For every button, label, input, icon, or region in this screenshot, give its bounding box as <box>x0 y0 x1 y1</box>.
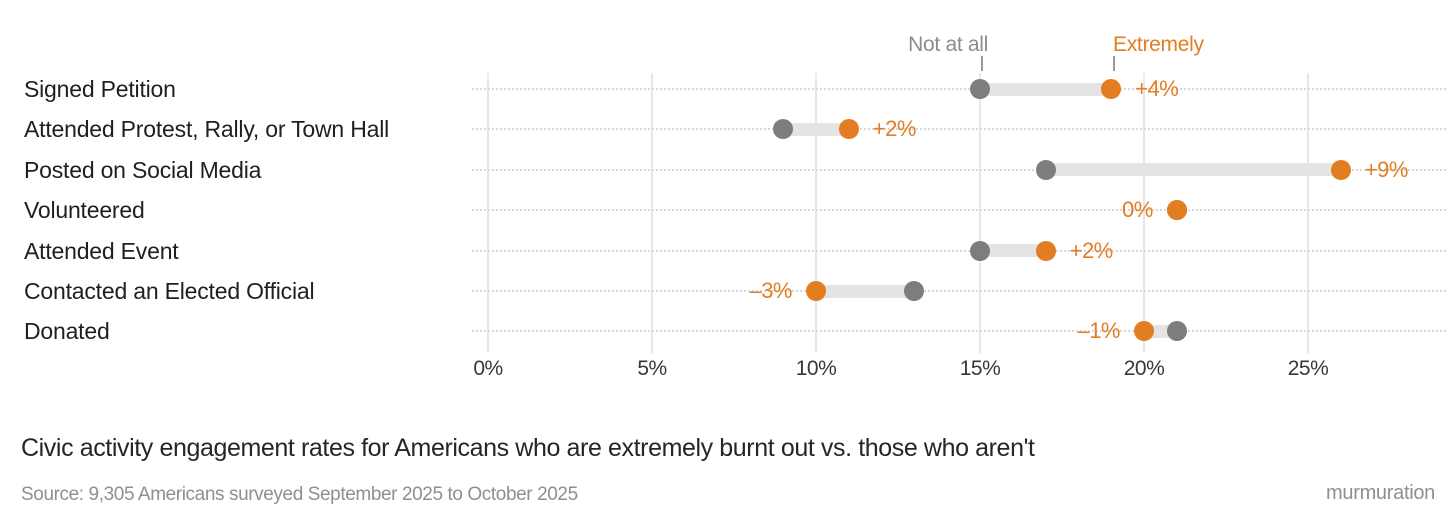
category-label: Contacted an Elected Official <box>24 278 315 304</box>
row-guide-dotted-line <box>472 88 1446 90</box>
chart-title: Civic activity engagement rates for Amer… <box>21 434 1035 462</box>
source-note: Source: 9,305 Americans surveyed Septemb… <box>21 484 578 505</box>
extremely-dot <box>1035 240 1056 261</box>
extremely-dot <box>1101 79 1122 99</box>
legend-label-not-at-all: Not at all <box>908 33 988 56</box>
row-guide-dotted-line <box>472 128 1446 131</box>
difference-label: +4% <box>1135 76 1179 101</box>
not-at-all-dot <box>970 240 990 261</box>
category-label: Attended Event <box>24 237 179 264</box>
category-label: Posted on Social Media <box>24 156 262 183</box>
difference-label: +2% <box>1069 237 1114 263</box>
difference-label: –1% <box>1077 318 1120 344</box>
x-gridline <box>815 73 817 353</box>
not-at-all-dot <box>1035 159 1056 180</box>
x-axis-tick-label: 5% <box>637 357 667 380</box>
x-axis-tick-label: 10% <box>795 357 837 380</box>
x-gridline <box>1307 73 1309 353</box>
difference-label: –3% <box>749 278 792 303</box>
extremely-dot <box>1166 200 1187 221</box>
category-label: Attended Protest, Rally, or Town Hall <box>24 116 390 143</box>
legend-pointer-tick-not-at-all <box>981 56 983 71</box>
x-axis-tick-label: 0% <box>473 357 503 380</box>
category-label: Donated <box>24 318 110 345</box>
extremely-dot <box>838 119 859 140</box>
row-guide-dotted-line <box>472 249 1446 252</box>
difference-label: 0% <box>1122 197 1153 223</box>
brand-wordmark: murmuration <box>1326 482 1435 504</box>
extremely-dot <box>1330 159 1351 180</box>
difference-label: +9% <box>1364 156 1409 182</box>
dumbbell-connector-bar <box>816 284 915 298</box>
x-axis-tick-label: 15% <box>959 357 1001 380</box>
not-at-all-dot <box>773 119 794 140</box>
difference-label: +2% <box>872 116 917 142</box>
not-at-all-dot <box>904 281 925 301</box>
not-at-all-dot <box>1166 321 1187 342</box>
x-gridline <box>487 73 489 353</box>
x-axis-tick-label: 25% <box>1287 357 1329 380</box>
dumbbell-connector-bar <box>980 82 1112 96</box>
dumbbell-connector-bar <box>980 244 1046 258</box>
not-at-all-dot <box>970 79 990 99</box>
row-guide-dotted-line <box>472 330 1446 333</box>
legend-pointer-tick-extremely <box>1113 56 1115 71</box>
row-guide-dotted-line <box>472 209 1446 212</box>
x-gridline <box>651 73 653 353</box>
x-gridline <box>979 73 981 353</box>
dumbbell-connector-bar <box>783 122 849 136</box>
row-guide-dotted-line <box>472 168 1446 171</box>
x-axis-tick-label: 20% <box>1123 357 1165 380</box>
category-label: Volunteered <box>24 197 145 224</box>
legend-label-extremely: Extremely <box>1113 33 1204 56</box>
extremely-dot <box>806 281 826 301</box>
extremely-dot <box>1134 321 1154 342</box>
row-guide-dotted-line <box>472 290 1446 292</box>
x-gridline <box>1143 73 1145 353</box>
dumbbell-connector-bar <box>1045 163 1341 177</box>
category-label: Signed Petition <box>24 76 176 102</box>
